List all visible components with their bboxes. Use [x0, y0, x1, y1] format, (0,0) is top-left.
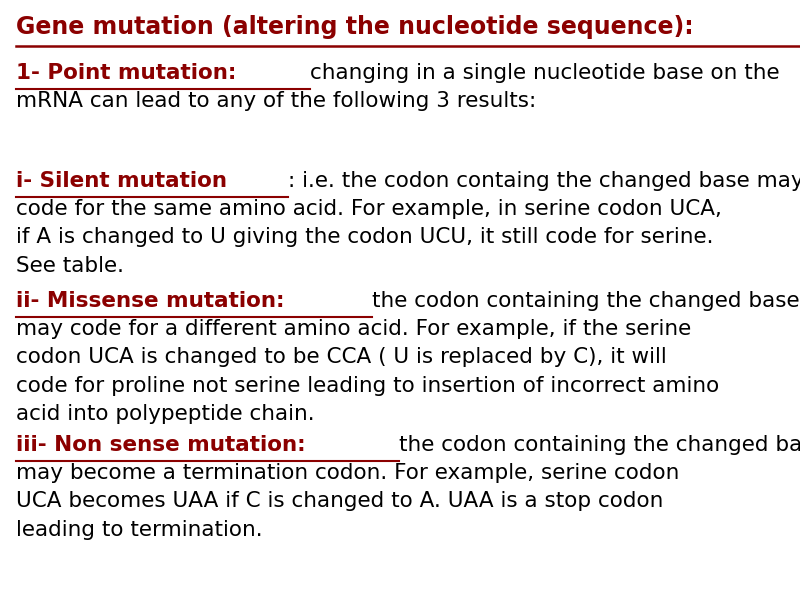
Text: codon UCA is changed to be CCA ( U is replaced by C), it will: codon UCA is changed to be CCA ( U is re…: [16, 347, 666, 367]
Text: ii- Missense mutation:: ii- Missense mutation:: [16, 291, 292, 311]
Text: changing in a single nucleotide base on the: changing in a single nucleotide base on …: [310, 63, 780, 83]
Text: : i.e. the codon containg the changed base may: : i.e. the codon containg the changed ba…: [288, 171, 800, 191]
Text: the codon containing the changed base: the codon containing the changed base: [399, 435, 800, 455]
Text: 1- Point mutation:: 1- Point mutation:: [16, 63, 244, 83]
Text: if A is changed to U giving the codon UCU, it still code for serine.: if A is changed to U giving the codon UC…: [16, 227, 714, 247]
Text: iii- Non sense mutation:: iii- Non sense mutation:: [16, 435, 313, 455]
Text: UCA becomes UAA if C is changed to A. UAA is a stop codon: UCA becomes UAA if C is changed to A. UA…: [16, 491, 663, 511]
Text: acid into polypeptide chain.: acid into polypeptide chain.: [16, 404, 314, 424]
Text: leading to termination.: leading to termination.: [16, 520, 262, 539]
Text: See table.: See table.: [16, 256, 124, 275]
Text: i- Silent mutation: i- Silent mutation: [16, 171, 227, 191]
Text: mRNA can lead to any of the following 3 results:: mRNA can lead to any of the following 3 …: [16, 91, 536, 111]
Text: Gene mutation (altering the nucleotide sequence):: Gene mutation (altering the nucleotide s…: [16, 15, 694, 39]
Text: may code for a different amino acid. For example, if the serine: may code for a different amino acid. For…: [16, 319, 691, 339]
Text: code for proline not serine leading to insertion of incorrect amino: code for proline not serine leading to i…: [16, 376, 719, 395]
Text: code for the same amino acid. For example, in serine codon UCA,: code for the same amino acid. For exampl…: [16, 199, 722, 219]
Text: may become a termination codon. For example, serine codon: may become a termination codon. For exam…: [16, 463, 679, 483]
Text: the codon containing the changed base: the codon containing the changed base: [372, 291, 800, 311]
